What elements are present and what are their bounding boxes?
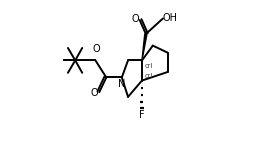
Text: O: O — [91, 88, 99, 98]
Text: O: O — [131, 14, 139, 24]
Text: OH: OH — [162, 13, 177, 23]
Text: N: N — [118, 79, 126, 89]
Text: crl: crl — [145, 63, 153, 69]
Text: crl: crl — [145, 73, 153, 79]
Text: O: O — [92, 44, 100, 54]
Polygon shape — [142, 34, 147, 60]
Text: F: F — [139, 110, 145, 120]
